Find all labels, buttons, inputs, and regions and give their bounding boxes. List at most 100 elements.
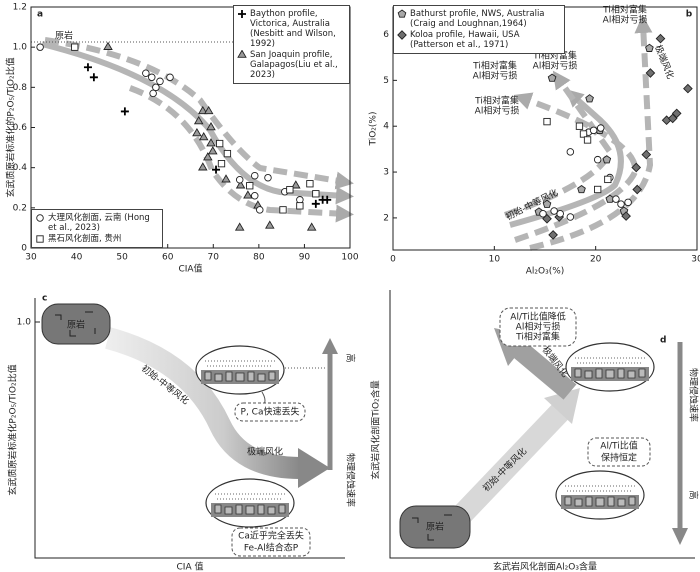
- y-tick-label: 0: [21, 244, 27, 254]
- point: [264, 173, 272, 182]
- y-tick-label: 0.2: [13, 203, 27, 213]
- stage-label: 极端风化: [247, 446, 283, 458]
- rate-high: 高: [345, 353, 357, 362]
- x-axis-title: CIA值: [178, 263, 202, 275]
- point: [291, 180, 301, 189]
- point: [148, 73, 156, 82]
- legend-entry: Koloa profile, Hawaii, USA (Patterson et…: [397, 30, 561, 50]
- panel-c: c 1.0 玄武质原岩标准化P₂O₅/TiO₂比值 CIA 值 原岩 初始-中等…: [7, 294, 357, 572]
- point: [556, 210, 564, 218]
- x-tick-label: 40: [71, 253, 83, 263]
- point: [206, 122, 216, 131]
- y-tick-label: 1.0: [13, 43, 28, 53]
- legend-entry: Baython profile, Victorica, Australia (N…: [237, 9, 346, 49]
- x-tick-label: 90: [299, 253, 311, 263]
- annotation: 极端风化: [652, 43, 677, 81]
- legend: 大理风化剖面, 云南 (Hong et al., 2023) 黑石风化剖面, 贵州: [31, 209, 163, 248]
- note: Ca近乎完全丢失: [238, 530, 304, 542]
- panel-label: b: [686, 10, 693, 20]
- annotation: Ti相对富集: [602, 4, 647, 16]
- point: [166, 73, 174, 82]
- point: [602, 155, 612, 164]
- point: [198, 132, 209, 141]
- y-tick-label: 0.8: [13, 83, 28, 93]
- point: [583, 136, 592, 144]
- point: [566, 148, 575, 156]
- point: [243, 190, 253, 199]
- note: P, Ca快速丢失: [241, 406, 300, 418]
- point: [206, 138, 216, 147]
- point: [631, 162, 642, 173]
- point: [589, 126, 598, 135]
- point: [203, 105, 214, 115]
- point: [149, 89, 157, 98]
- legend-marker: [397, 30, 407, 40]
- legend-label: San Joaquin profile, Galapagos(Liu et al…: [250, 50, 338, 80]
- point: [543, 117, 551, 126]
- point: [617, 200, 625, 208]
- y-tick-label: 0.6: [13, 123, 28, 133]
- legend-marker: [36, 235, 44, 243]
- point: [645, 68, 656, 78]
- point: [585, 94, 594, 103]
- panel-label: c: [42, 294, 47, 304]
- x-tick-label: 50: [116, 253, 128, 263]
- point: [593, 155, 602, 164]
- point: [156, 77, 164, 86]
- point: [246, 182, 254, 190]
- y-tick-label: 2: [383, 213, 389, 223]
- parent-rock: 原岩: [67, 319, 85, 331]
- legend-entry: 大理风化剖面, 云南 (Hong et al., 2023): [35, 213, 159, 233]
- legend-marker: [238, 10, 246, 18]
- point: [217, 159, 226, 168]
- panel-d: d 玄武岩风化剖面TiO₂含量 玄武岩风化剖面Al₂O₃含量 原岩 初始-中等风…: [370, 290, 700, 572]
- point: [577, 184, 586, 194]
- point: [193, 116, 204, 125]
- point: [596, 124, 605, 132]
- point: [612, 195, 620, 203]
- point: [212, 165, 221, 174]
- point: [235, 180, 246, 189]
- note: Al/Ti比值: [600, 440, 637, 452]
- point: [198, 105, 208, 115]
- point: [548, 230, 558, 240]
- y-tick-label: 3: [383, 168, 389, 178]
- point: [251, 171, 259, 180]
- point: [312, 190, 320, 198]
- point: [667, 113, 678, 124]
- legend: Baython profile, Victorica, Australia (N…: [233, 5, 350, 84]
- point: [265, 220, 275, 229]
- legend-marker: [397, 30, 407, 40]
- legend-entry: 黑石风化剖面, 贵州: [35, 234, 159, 244]
- rate-label: 物理侵蚀速率: [345, 453, 357, 507]
- point: [142, 69, 150, 78]
- x-tick-label: 30: [691, 255, 700, 265]
- x-tick-label: 80: [253, 253, 265, 263]
- x-tick-label: 100: [341, 253, 358, 263]
- legend-label: Baython profile, Victorica, Australia (N…: [250, 9, 336, 49]
- legend-entry: San Joaquin profile, Galapagos(Liu et al…: [237, 50, 346, 80]
- annotation: Al相对亏损: [473, 70, 518, 82]
- point: [103, 41, 113, 50]
- stage-label: 初始-中等风化: [480, 445, 529, 494]
- x-tick-label: 70: [208, 253, 220, 263]
- x-tick-label: 20: [590, 255, 602, 265]
- y-tick-label: 0.4: [13, 163, 28, 173]
- point: [624, 198, 632, 207]
- legend-label: 大理风化剖面, 云南 (Hong et al., 2023): [48, 213, 150, 233]
- point: [306, 180, 314, 188]
- point: [256, 206, 264, 214]
- point: [296, 196, 304, 204]
- y-tick-label: 5: [383, 76, 389, 86]
- point: [192, 128, 202, 137]
- point: [120, 107, 129, 116]
- legend-marker: [397, 9, 407, 18]
- y-tick-label: 1.0: [17, 318, 32, 328]
- point: [683, 83, 693, 94]
- point: [566, 213, 575, 221]
- point: [604, 175, 612, 184]
- point: [198, 162, 208, 171]
- panel-label: d: [660, 336, 666, 346]
- legend-label: Koloa profile, Hawaii, USA (Patterson et…: [410, 30, 520, 50]
